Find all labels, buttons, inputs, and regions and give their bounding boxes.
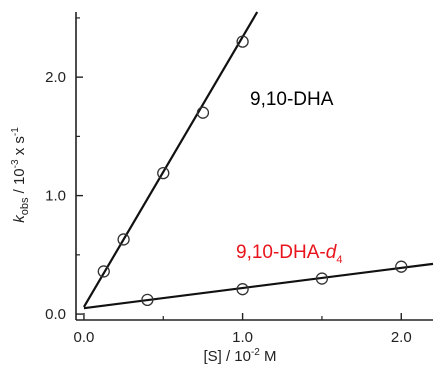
data-point-1 [141,293,154,307]
data-point-1 [395,260,408,273]
data-point-0 [117,233,130,246]
ticks: 0.0 1.0 2.0 0.0 1.0 2.0 [45,17,412,346]
data-point-1 [236,283,249,296]
data-point-1 [315,272,329,285]
y-axis-title: kobs / 10-3 x s-1 [10,127,31,223]
data-points [97,35,408,307]
data-point-0 [97,265,110,278]
x-tick-label: 1.0 [232,329,253,346]
fit-line-0 [82,11,259,308]
data-point-0 [157,166,170,180]
fit-line-1 [83,262,434,310]
data-point-0 [236,35,249,48]
y-tick-label: 1.0 [45,188,66,205]
series-label-dha-d4: 9,10-DHA-d4 [236,242,342,266]
x-tick-label: 2.0 [391,329,412,346]
series-label-dha: 9,10-DHA [250,89,334,110]
y-tick-label: 2.0 [45,69,66,86]
plot-frame [75,12,433,321]
y-tick-label: 0.0 [45,306,66,323]
x-tick-label: 0.0 [74,329,95,346]
x-axis-title: [S] / 10-2 M [203,347,276,365]
data-point-0 [196,106,210,119]
fit-lines [82,11,434,310]
